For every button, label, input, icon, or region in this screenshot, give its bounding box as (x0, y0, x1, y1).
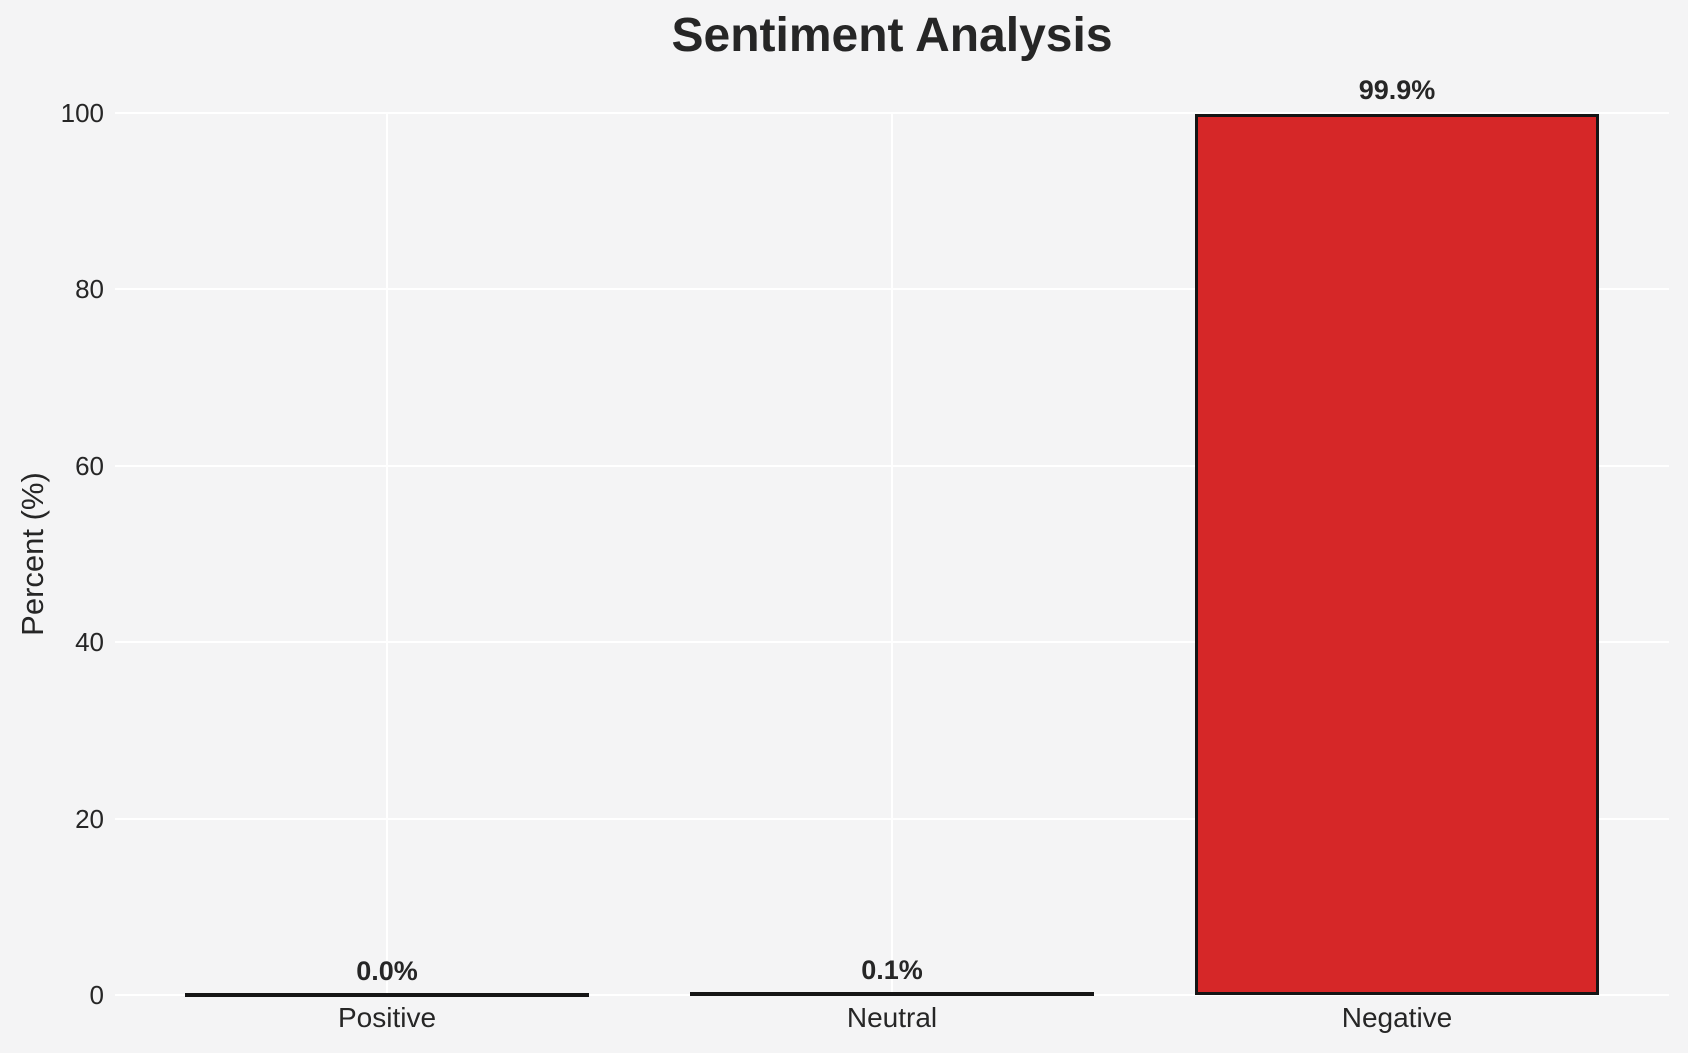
vertical-gridline-positive (386, 113, 388, 995)
horizontal-gridline-20 (115, 818, 1669, 820)
y-tick-label-40: 40 (75, 627, 104, 657)
horizontal-gridline-40 (115, 641, 1669, 643)
x-tick-label-negative: Negative (1341, 1002, 1453, 1033)
horizontal-gridline-80 (115, 288, 1669, 290)
value-label-positive: 0.0% (356, 956, 418, 986)
bar-positive (185, 993, 589, 997)
value-label-neutral: 0.1% (861, 955, 923, 985)
bar-negative (1195, 114, 1599, 995)
horizontal-gridline-100 (115, 112, 1669, 114)
y-tick-label-100: 100 (60, 98, 104, 128)
y-tick-label-0: 0 (89, 980, 104, 1010)
vertical-gridline-neutral (891, 113, 893, 995)
y-tick-label-20: 20 (75, 804, 104, 834)
plot-area: 0.0% 0.1% 99.9% (115, 75, 1669, 997)
horizontal-gridline-60 (115, 465, 1669, 467)
x-tick-label-positive: Positive (337, 1002, 437, 1033)
bar-neutral (690, 992, 1094, 996)
x-tick-label-neutral: Neutral (846, 1002, 938, 1033)
y-tick-label-80: 80 (75, 274, 104, 304)
value-label-negative: 99.9% (1358, 75, 1436, 105)
y-tick-label-60: 60 (75, 451, 104, 481)
chart-title: Sentiment Analysis (671, 9, 1113, 62)
